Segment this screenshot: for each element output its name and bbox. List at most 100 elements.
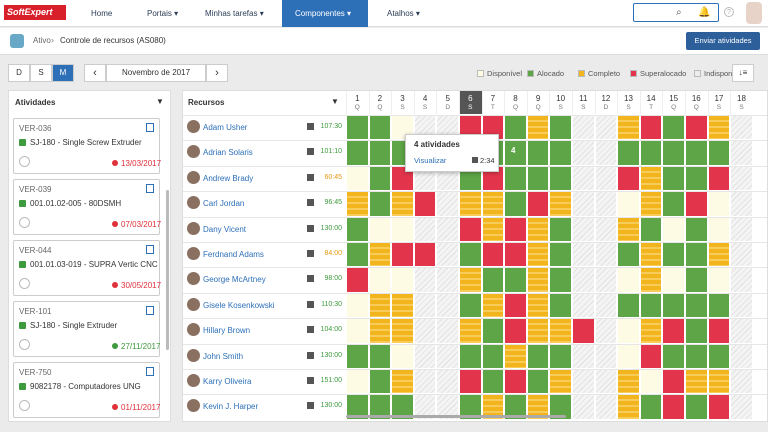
day-cell[interactable]: [550, 141, 571, 165]
day-cell[interactable]: [505, 268, 526, 292]
day-cell[interactable]: [573, 319, 594, 343]
add-circle[interactable]: [19, 156, 30, 167]
day-cell[interactable]: [618, 243, 639, 267]
day-cell[interactable]: [505, 344, 526, 368]
day-cell[interactable]: [505, 370, 526, 394]
day-cell[interactable]: [527, 141, 549, 165]
activity-card[interactable]: [13, 118, 160, 174]
filter-icon[interactable]: ▼: [156, 97, 164, 106]
day-cell[interactable]: [505, 319, 526, 343]
day-cell[interactable]: [505, 166, 526, 191]
day-cell[interactable]: [618, 319, 639, 343]
day-cell[interactable]: [414, 268, 436, 292]
day-cell[interactable]: [460, 166, 481, 191]
day-cell[interactable]: [550, 243, 571, 267]
breadcrumb-parent[interactable]: Ativo: [33, 36, 51, 45]
day-cell[interactable]: [550, 395, 571, 419]
day-cell[interactable]: [686, 370, 707, 394]
day-cell[interactable]: [437, 116, 458, 140]
day-cell[interactable]: [505, 116, 526, 140]
day-cell[interactable]: [663, 192, 684, 216]
day-cell[interactable]: [573, 166, 594, 191]
day-cell[interactable]: [392, 243, 413, 267]
day-cell[interactable]: [460, 217, 481, 241]
day-cell[interactable]: [686, 319, 707, 343]
day-cell[interactable]: [663, 293, 684, 318]
day-cell[interactable]: [392, 116, 413, 140]
resource-name[interactable]: Ferdnand Adams: [203, 250, 264, 259]
resource-name[interactable]: Karry Oliveira: [203, 377, 252, 386]
day-cell[interactable]: [437, 344, 458, 368]
day-cell[interactable]: [347, 344, 368, 368]
day-cell[interactable]: [686, 166, 707, 191]
day-cell[interactable]: [527, 370, 549, 394]
day-cell[interactable]: [731, 192, 752, 216]
day-cell[interactable]: [640, 116, 662, 140]
resource-name[interactable]: Gisele Kosenkowski: [203, 300, 275, 310]
day-cell[interactable]: [618, 192, 639, 216]
bell-icon[interactable]: 🔔: [698, 7, 711, 18]
day-cell[interactable]: [527, 268, 549, 292]
day-cell[interactable]: [550, 370, 571, 394]
day-cell[interactable]: [460, 319, 481, 343]
nav-item[interactable]: Portais ▾: [147, 9, 179, 18]
search-box[interactable]: ⌕: [633, 3, 719, 22]
day-cell[interactable]: [505, 192, 526, 216]
day-cell[interactable]: [595, 344, 617, 368]
activity-card[interactable]: [13, 240, 160, 296]
nav-item[interactable]: Home: [91, 9, 113, 18]
day-cell[interactable]: [369, 395, 391, 419]
day-cell[interactable]: [595, 395, 617, 419]
day-cell[interactable]: [663, 395, 684, 419]
day-cell[interactable]: [618, 395, 639, 419]
day-cell[interactable]: [460, 116, 481, 140]
day-cell[interactable]: [392, 395, 413, 419]
day-cell[interactable]: [731, 116, 752, 140]
day-cell[interactable]: [550, 268, 571, 292]
day-cell[interactable]: [618, 293, 639, 318]
day-cell[interactable]: [731, 319, 752, 343]
activity-card[interactable]: [13, 362, 160, 418]
day-cell[interactable]: [640, 141, 662, 165]
day-cell[interactable]: [392, 344, 413, 368]
next-button[interactable]: ›: [206, 64, 228, 82]
resource-name[interactable]: John Smith: [203, 351, 244, 361]
day-cell[interactable]: [640, 166, 662, 191]
day-cell[interactable]: [392, 319, 413, 343]
day-cell[interactable]: [437, 319, 458, 343]
day-cell[interactable]: [686, 395, 707, 419]
day-cell[interactable]: [595, 293, 617, 318]
day-cell[interactable]: [527, 166, 549, 191]
day-cell[interactable]: [573, 141, 594, 165]
day-cell[interactable]: [347, 217, 368, 241]
add-circle[interactable]: [19, 278, 30, 289]
day-cell[interactable]: [369, 293, 391, 318]
day-cell[interactable]: [527, 217, 549, 241]
day-cell[interactable]: [550, 344, 571, 368]
day-cell[interactable]: [618, 166, 639, 191]
day-cell[interactable]: [347, 192, 368, 216]
day-cell[interactable]: [708, 243, 730, 267]
day-cell[interactable]: [686, 344, 707, 368]
day-cell[interactable]: [595, 166, 617, 191]
resource-name[interactable]: Andrew Brady: [203, 173, 254, 183]
day-cell[interactable]: [573, 268, 594, 292]
day-cell[interactable]: [618, 268, 639, 292]
day-cell[interactable]: [437, 192, 458, 216]
day-cell[interactable]: [708, 319, 730, 343]
view-toggle[interactable]: S: [30, 64, 52, 82]
day-cell[interactable]: [369, 141, 391, 165]
day-cell[interactable]: [595, 319, 617, 343]
day-cell[interactable]: [527, 344, 549, 368]
day-cell[interactable]: [663, 166, 684, 191]
resource-name[interactable]: Dany Vicent: [203, 224, 246, 234]
day-cell[interactable]: [731, 268, 752, 292]
day-cell[interactable]: [595, 243, 617, 267]
resource-name[interactable]: Adrian Solaris: [203, 148, 253, 158]
day-cell[interactable]: [460, 268, 481, 292]
resource-name[interactable]: Hillary Brown: [203, 326, 251, 336]
day-cell[interactable]: [437, 243, 458, 267]
nav-item[interactable]: Atalhos ▾: [387, 9, 420, 18]
day-cell[interactable]: [573, 344, 594, 368]
day-cell[interactable]: [437, 268, 458, 292]
